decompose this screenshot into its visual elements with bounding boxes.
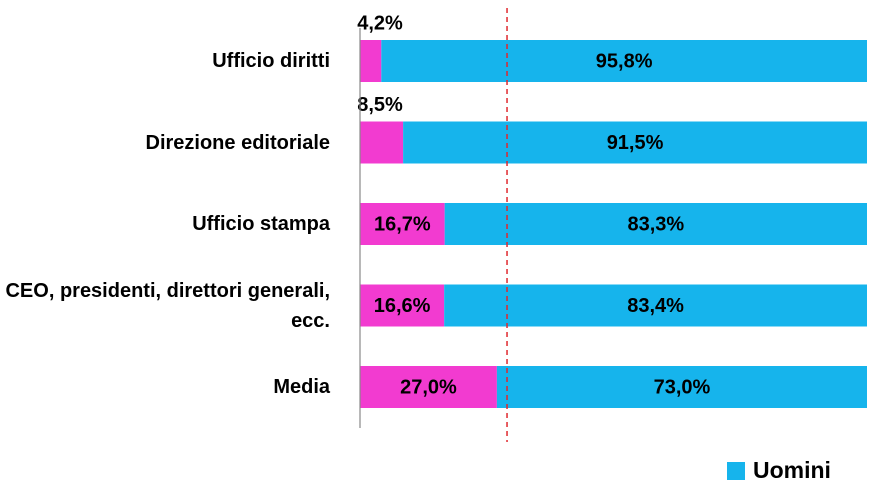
data-label: 16,7% [374,213,431,235]
bar-segment [360,366,497,408]
data-label: 16,6% [374,295,431,317]
y-tick-label: Ufficio stampa [192,213,330,235]
bar-segment [360,40,382,82]
data-label: 95,8% [596,50,653,72]
data-label: 4,2% [357,12,403,34]
bar-segment [360,121,404,164]
bar-segment [444,284,867,327]
bar-segment [381,40,867,82]
category-label-box: Ufficio stampa [192,213,330,235]
category-label-box: Media [273,376,330,398]
bar-segment [403,121,867,164]
bar-segment [444,203,867,245]
y-tick-label: Direzione editoriale [145,131,331,154]
category-label-box: Ufficio diritti [212,50,330,72]
data-label: 73,0% [654,376,711,398]
data-label: 27,0% [400,376,457,398]
legend-label: Uomini [753,457,831,483]
data-label: 91,5% [607,132,664,154]
y-tick-label: CEO, presidenti, direttori generali, ecc… [5,279,330,332]
bar-segment [360,203,445,245]
legend-swatch [727,462,745,480]
bar-segment [360,284,445,327]
y-tick-label: Ufficio diritti [212,50,330,72]
category-label-box: Direzione editoriale [145,131,331,154]
y-tick-label: Media [273,376,330,398]
data-label: 83,3% [627,213,684,235]
category-label-box: CEO, presidenti, direttori generali, ecc… [5,279,330,332]
bar-segment [496,366,867,408]
data-label: 8,5% [357,94,403,116]
data-label: 83,4% [627,295,684,317]
